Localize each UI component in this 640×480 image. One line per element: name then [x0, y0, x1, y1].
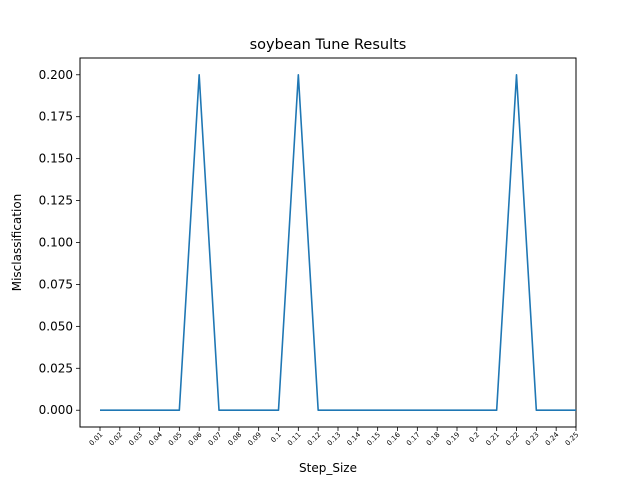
y-tick-label: 0.050	[39, 319, 73, 333]
y-tick-label: 0.075	[39, 277, 73, 291]
chart-title: soybean Tune Results	[250, 37, 407, 53]
axis-ticks: 0.000 0.025 0.050 0.075 0.100 0.125 0.150 0.175…	[39, 68, 581, 448]
y-tick-label: 0.200	[39, 68, 73, 82]
x-axis-label: Step_Size	[299, 461, 357, 475]
y-axis-label: Misclassification	[10, 194, 24, 292]
y-tick-label: 0.175	[39, 110, 73, 124]
series-line	[100, 73, 576, 412]
y-tick-label: 0.100	[39, 236, 73, 250]
y-tick-label: 0.000	[39, 403, 73, 417]
y-tick-label: 0.025	[39, 361, 73, 375]
y-tick-label: 0.125	[39, 194, 73, 208]
y-tick-label: 0.150	[39, 152, 73, 166]
